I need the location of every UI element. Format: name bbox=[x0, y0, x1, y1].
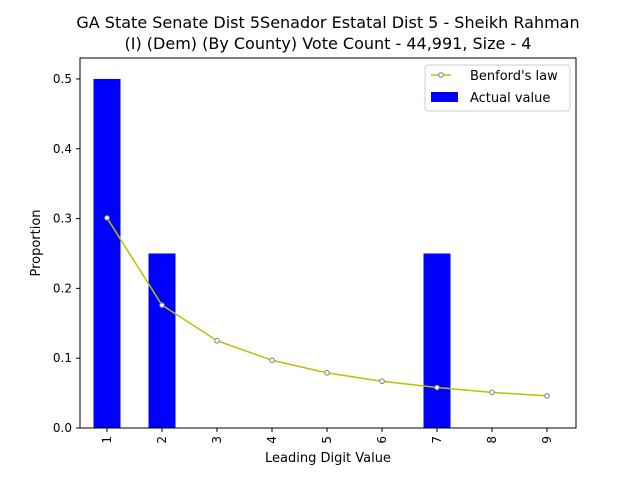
x-tick-label: 8 bbox=[485, 436, 499, 444]
benford-point-digit-2 bbox=[159, 302, 165, 308]
bar-digit-1 bbox=[93, 78, 121, 429]
chart-title-line-2: (I) (Dem) (By County) Vote Count - 44,99… bbox=[125, 34, 532, 53]
x-tick-label: 2 bbox=[155, 436, 169, 444]
x-tick-label: 1 bbox=[100, 436, 114, 444]
x-axis: 1 2 3 4 5 6 7 8 9 bbox=[100, 428, 554, 444]
benford-point-digit-8 bbox=[489, 389, 495, 396]
y-tick-label: 0.2 bbox=[53, 281, 72, 295]
y-tick-label: 0.5 bbox=[53, 72, 72, 86]
benford-point-digit-3 bbox=[214, 337, 220, 344]
bar-digit-7 bbox=[423, 253, 451, 428]
x-tick-label: 3 bbox=[210, 436, 224, 444]
bar-series bbox=[93, 78, 451, 429]
y-tick-label: 0.1 bbox=[53, 351, 72, 365]
x-tick-label: 5 bbox=[320, 436, 334, 444]
benford-line-series bbox=[104, 215, 550, 399]
y-tick-label: 0.0 bbox=[53, 421, 72, 435]
x-tick-label: 4 bbox=[265, 436, 279, 444]
bar-digit-2 bbox=[148, 253, 176, 428]
y-axis-label: Proportion bbox=[29, 209, 44, 276]
x-tick-label: 7 bbox=[430, 436, 444, 444]
benford-point-digit-6 bbox=[379, 378, 385, 385]
x-axis-label: Leading Digit Value bbox=[265, 451, 391, 466]
y-tick-label: 0.3 bbox=[53, 212, 72, 226]
legend-actual-swatch bbox=[431, 92, 458, 102]
x-tick-label: 6 bbox=[375, 436, 389, 444]
y-axis: 0.0 0.1 0.2 0.3 0.4 0.5 bbox=[53, 72, 80, 435]
benford-point-digit-7 bbox=[434, 384, 440, 391]
legend-actual-label: Actual value bbox=[470, 91, 550, 106]
benford-point-digit-4 bbox=[269, 357, 275, 364]
plot-frame bbox=[79, 57, 577, 429]
benford-point-digit-1 bbox=[104, 215, 110, 221]
x-tick-label: 9 bbox=[540, 436, 554, 444]
benford-point-digit-5 bbox=[324, 370, 330, 376]
chart-title-line-1: GA State Senate Dist 5Senador Estatal Di… bbox=[76, 13, 579, 32]
legend-benford-label: Benford's law bbox=[470, 69, 558, 84]
legend: Benford's law Actual value bbox=[424, 64, 571, 112]
benford-point-digit-9 bbox=[544, 393, 550, 399]
legend-benford-marker-swatch bbox=[438, 72, 444, 78]
legend-box bbox=[424, 64, 571, 112]
y-tick-label: 0.4 bbox=[53, 142, 72, 156]
